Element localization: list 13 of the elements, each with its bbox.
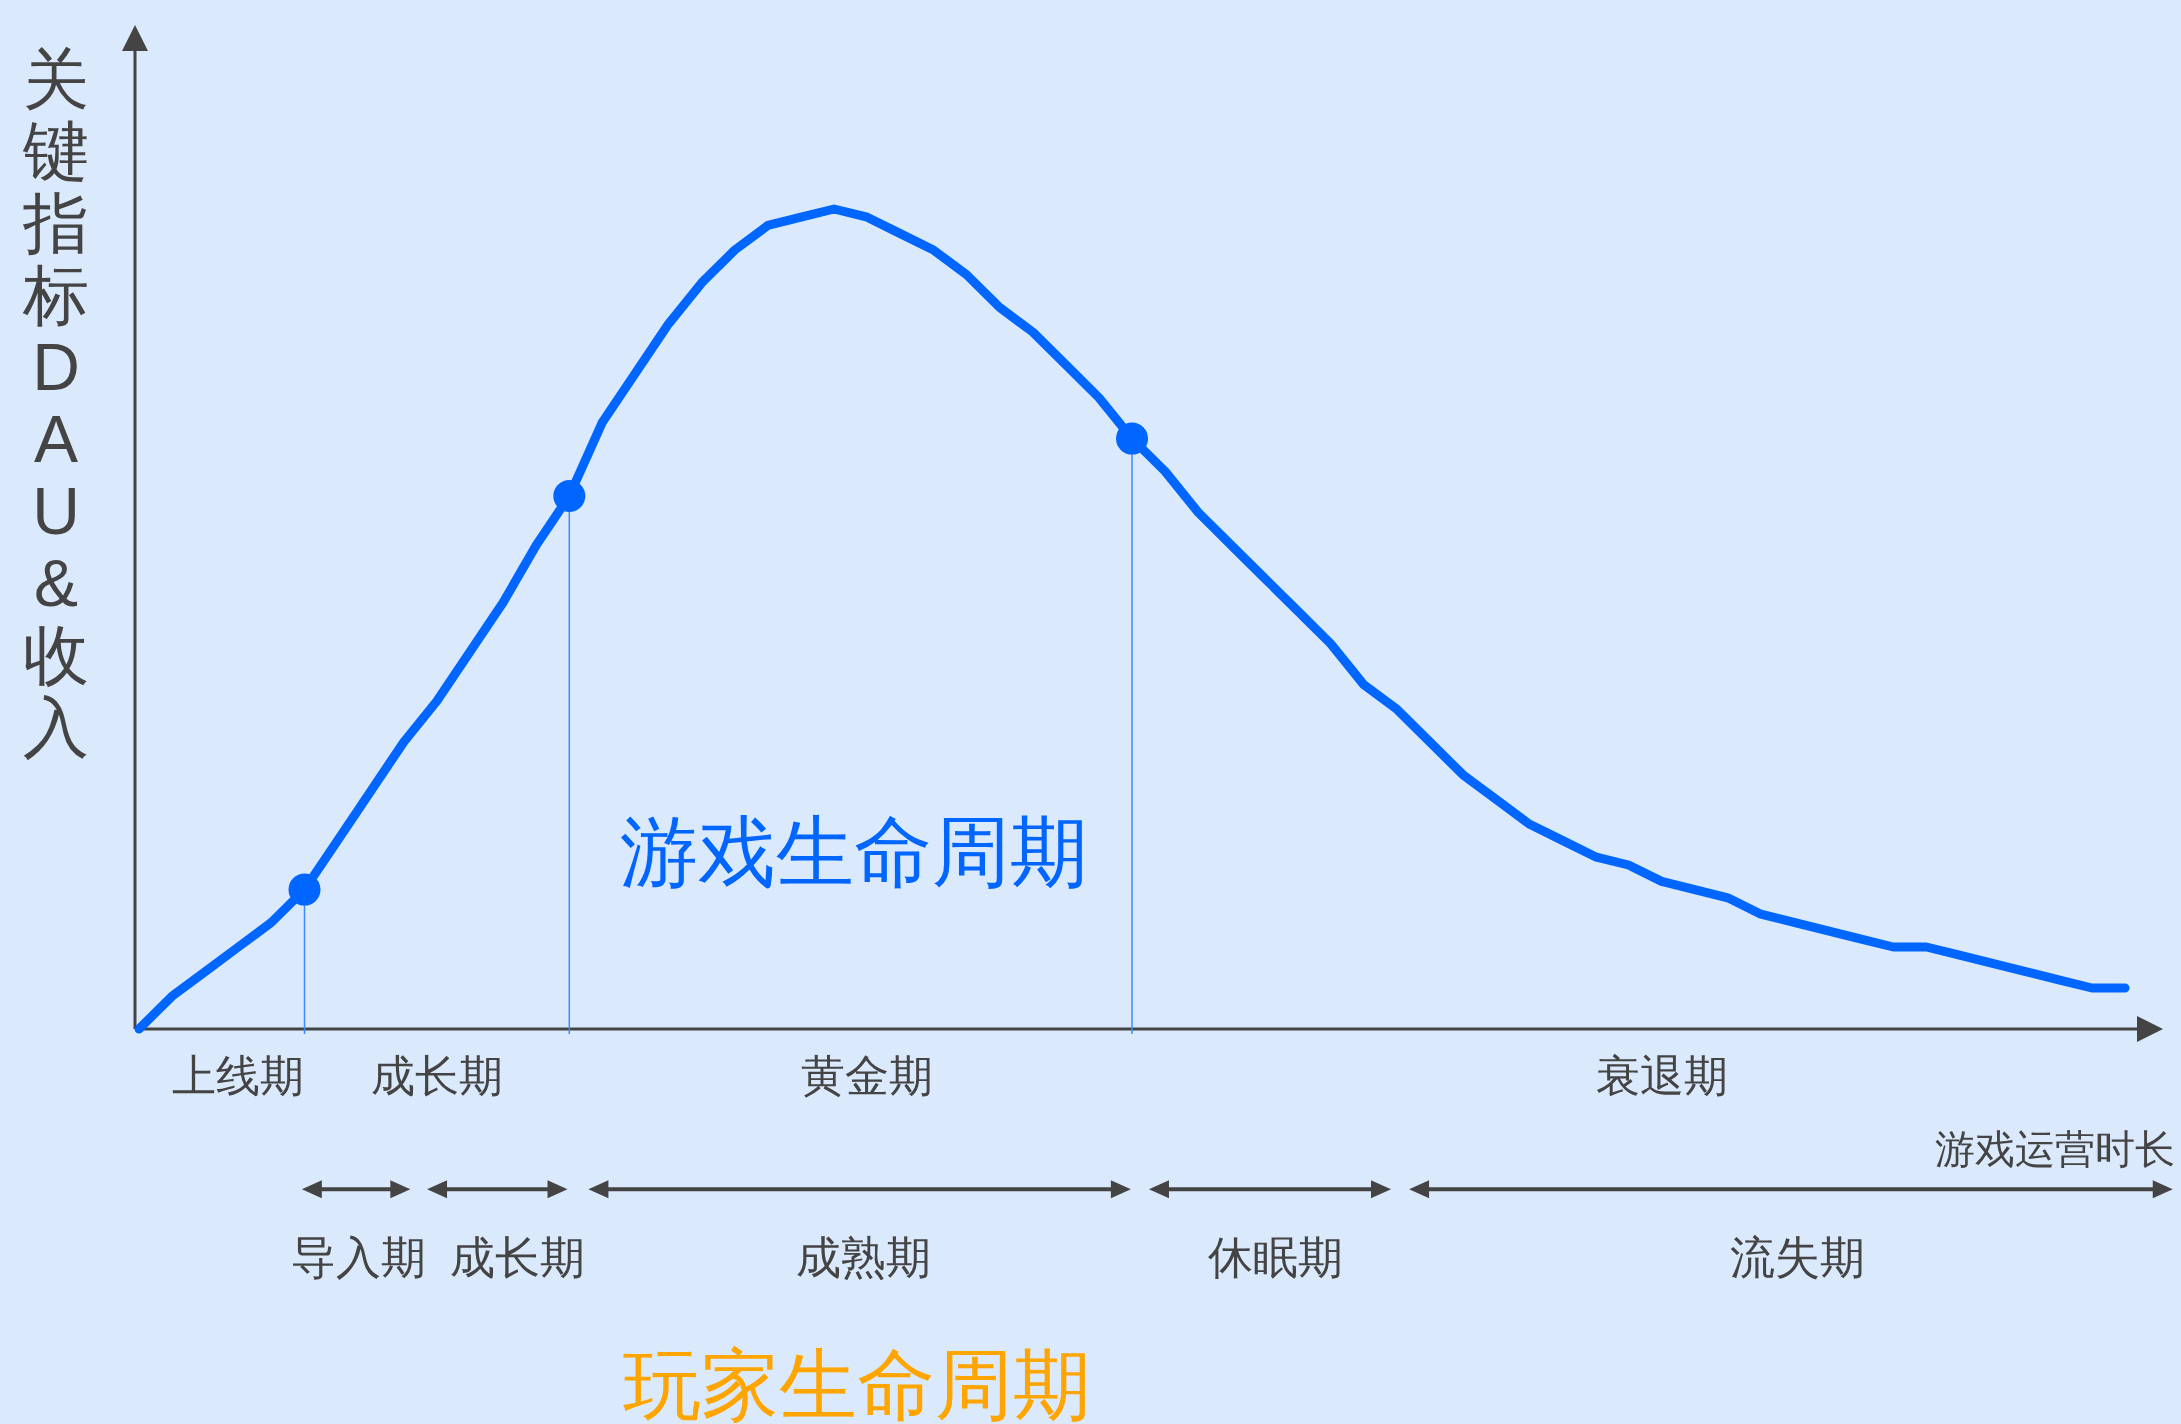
annotation: 成熟期 bbox=[796, 1232, 932, 1282]
annotation: 休眠期 bbox=[1208, 1232, 1344, 1282]
x-tick-label: 上线期 bbox=[172, 1051, 305, 1100]
y-axis-title: 关键指标DAU&收入 bbox=[23, 42, 89, 764]
x-tick-label: 成长期 bbox=[370, 1051, 503, 1100]
x-axis-title: 游戏运营时长 bbox=[1935, 1127, 2175, 1171]
annotation: 成长期 bbox=[449, 1232, 585, 1282]
annotation: 流失期 bbox=[1729, 1232, 1865, 1282]
x-tick-label: 黄金期 bbox=[801, 1051, 934, 1100]
annotation: 游戏生命周期 bbox=[620, 808, 1089, 897]
x-tick-label: 衰退期 bbox=[1595, 1051, 1728, 1100]
annotation: 导入期 bbox=[291, 1232, 427, 1282]
annotation: 玩家生命周期 bbox=[622, 1340, 1091, 1424]
